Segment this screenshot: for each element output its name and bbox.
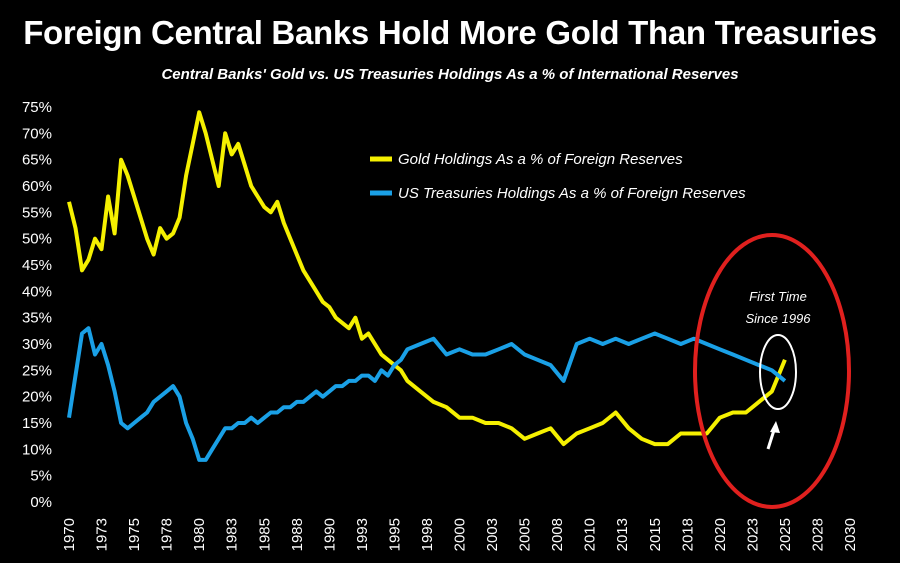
x-tick-label: 2003 — [484, 518, 501, 551]
annotation-line-2: Since 1996 — [745, 311, 811, 326]
y-tick-label: 60% — [22, 178, 52, 195]
y-tick-label: 35% — [22, 310, 52, 327]
x-tick-label: 2018 — [679, 518, 696, 551]
x-tick-label: 2020 — [712, 518, 729, 551]
x-tick-label: 1990 — [321, 518, 338, 551]
x-tick-label: 1985 — [256, 518, 273, 551]
y-tick-label: 40% — [22, 283, 52, 300]
y-tick-label: 5% — [30, 468, 52, 485]
series-line-gold — [67, 110, 787, 447]
chart-title: Foreign Central Banks Hold More Gold Tha… — [23, 14, 877, 51]
y-tick-label: 20% — [22, 389, 52, 406]
highlight-white-circle — [759, 334, 797, 410]
series-line-treasuries — [67, 326, 787, 462]
y-tick-label: 25% — [22, 362, 52, 379]
x-tick-label: 2010 — [582, 518, 599, 551]
x-tick-label: 2005 — [517, 518, 534, 551]
chart-subtitle: Central Banks' Gold vs. US Treasuries Ho… — [161, 66, 739, 83]
x-axis-ticks: 1970 1973 1975 1978 1980 1983 1985 1988 1990 1993… — [61, 518, 859, 551]
y-tick-label: 65% — [22, 152, 52, 169]
x-tick-label: 2030 — [842, 518, 859, 551]
x-tick-label: 1973 — [94, 518, 111, 551]
legend-label-treasuries: US Treasuries Holdings As a % of Foreign… — [398, 185, 746, 202]
y-tick-label: 70% — [22, 125, 52, 142]
legend-label-gold: Gold Holdings As a % of Foreign Reserves — [398, 151, 683, 168]
arrow-icon — [766, 421, 780, 450]
y-tick-label: 15% — [22, 415, 52, 432]
y-tick-label: 0% — [30, 494, 52, 511]
x-tick-label: 2008 — [549, 518, 566, 551]
x-tick-label: 2015 — [647, 518, 664, 551]
x-tick-label: 1983 — [224, 518, 241, 551]
highlight-red-circle — [693, 233, 851, 509]
y-tick-label: 45% — [22, 257, 52, 274]
y-tick-label: 75% — [22, 99, 52, 116]
x-tick-label: 1993 — [354, 518, 371, 551]
y-tick-label: 10% — [22, 441, 52, 458]
y-axis-ticks: 0% 5% 10% 15% 20% 25% 30% 35% 40% 45% 50% 55% 60% 65%… — [22, 99, 52, 511]
x-tick-label: 1975 — [126, 518, 143, 551]
x-tick-label: 1978 — [159, 518, 176, 551]
y-tick-label: 30% — [22, 336, 52, 353]
y-tick-label: 50% — [22, 231, 52, 248]
x-tick-label: 1995 — [386, 518, 403, 551]
x-tick-label: 2028 — [809, 518, 826, 551]
x-tick-label: 2023 — [744, 518, 761, 551]
x-tick-label: 1988 — [289, 518, 306, 551]
x-tick-label: 1980 — [191, 518, 208, 551]
annotation-line-1: First Time — [749, 289, 807, 304]
x-tick-label: 2025 — [777, 518, 794, 551]
y-tick-label: 55% — [22, 204, 52, 221]
x-tick-label: 2013 — [614, 518, 631, 551]
x-tick-label: 1970 — [61, 518, 78, 551]
legend: Gold Holdings As a % of Foreign Reserves… — [370, 151, 746, 202]
x-tick-label: 1998 — [419, 518, 436, 551]
series-layer — [67, 110, 787, 462]
x-tick-label: 2000 — [452, 518, 469, 551]
